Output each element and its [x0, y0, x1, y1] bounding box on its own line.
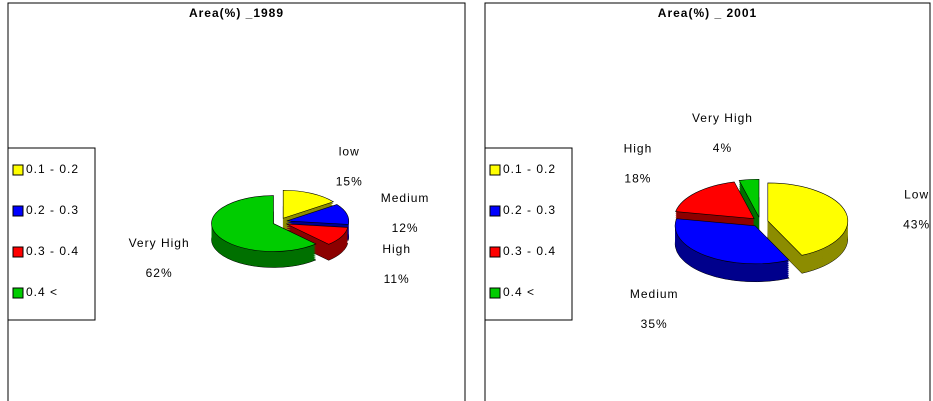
- slice-value-label: 35%: [641, 317, 668, 331]
- pie-slice: [286, 204, 350, 225]
- pie-slice: [286, 223, 349, 245]
- slice-label: low: [339, 144, 360, 158]
- legend-swatch: [12, 164, 24, 176]
- pie-slice: [767, 182, 849, 256]
- legend-label: 0.1 - 0.2: [26, 162, 79, 176]
- slice-label: High: [624, 142, 653, 156]
- legend-swatch: [12, 246, 24, 258]
- slice-label: Very High: [692, 111, 753, 125]
- legend-swatch: [489, 287, 501, 299]
- slice-value-label: 62%: [146, 266, 173, 280]
- legend-label: 0.4 <: [26, 285, 58, 299]
- slice-label: Medium: [630, 287, 679, 301]
- chart-title: Area(%) _1989: [189, 6, 284, 20]
- slice-label: Very High: [129, 236, 190, 250]
- pie-slice: [211, 195, 317, 252]
- slice-value-label: 12%: [392, 221, 419, 235]
- slice-label: Medium: [381, 191, 430, 205]
- legend-swatch: [12, 205, 24, 217]
- pie-slice: [738, 178, 760, 218]
- slice-value-label: 15%: [336, 174, 363, 188]
- legend-label: 0.2 - 0.3: [503, 203, 556, 217]
- slice-label: High: [382, 242, 411, 256]
- slice-value-label: 4%: [713, 141, 732, 155]
- slice-label: Low: [904, 188, 929, 202]
- legend-label: 0.1 - 0.2: [503, 162, 556, 176]
- slice-value-label: 43%: [903, 218, 930, 232]
- legend-swatch: [489, 164, 501, 176]
- pie-slice: [674, 218, 790, 265]
- chart-title: Area(%) _ 2001: [658, 6, 757, 20]
- legend-label: 0.3 - 0.4: [503, 244, 556, 258]
- legend-label: 0.2 - 0.3: [26, 203, 79, 217]
- slice-value-label: 18%: [624, 172, 651, 186]
- legend-swatch: [12, 287, 24, 299]
- legend-label: 0.4 <: [503, 285, 535, 299]
- slice-value-label: 11%: [384, 272, 410, 286]
- pie-slice: [282, 189, 335, 219]
- legend-swatch: [489, 205, 501, 217]
- legend-label: 0.3 - 0.4: [26, 244, 79, 258]
- legend-swatch: [489, 246, 501, 258]
- pie-slice: [675, 181, 755, 220]
